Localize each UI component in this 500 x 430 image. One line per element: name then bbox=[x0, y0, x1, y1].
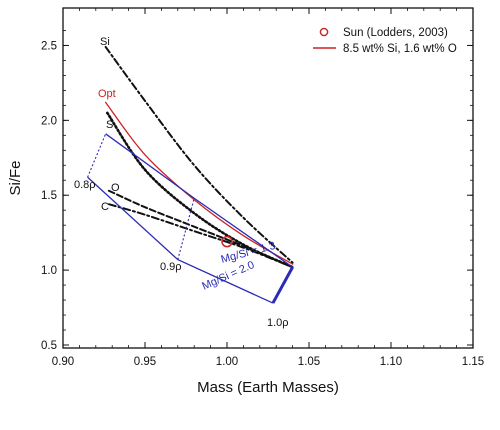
x-tick-label: 0.95 bbox=[134, 356, 156, 368]
y-tick-label: 2.0 bbox=[41, 115, 57, 127]
mgsi-line-1-3 bbox=[105, 133, 293, 268]
opt-curve-label: Opt bbox=[98, 88, 116, 100]
series-line-s bbox=[105, 111, 294, 269]
mgsi-line-2-0 bbox=[87, 176, 274, 304]
o-curve-label: O bbox=[111, 182, 120, 194]
series-line-c bbox=[107, 203, 294, 269]
y-tick-label: 2.5 bbox=[41, 40, 57, 52]
x-tick-label: 1.10 bbox=[380, 356, 402, 368]
y-tick-label: 1.5 bbox=[41, 190, 57, 202]
c-curve-label: C bbox=[101, 201, 109, 213]
x-axis-label: Mass (Earth Masses) bbox=[197, 379, 339, 396]
series-layer bbox=[104, 45, 294, 269]
y-tick-label: 1.0 bbox=[41, 265, 57, 277]
x-tick-label: 1.05 bbox=[298, 356, 320, 368]
mgsi-rho-grid bbox=[87, 133, 294, 304]
series-line-si bbox=[104, 45, 294, 264]
s-curve-label: S bbox=[106, 119, 113, 131]
sun-point-marker bbox=[221, 235, 233, 248]
plot-frame bbox=[62, 7, 474, 349]
rho-0-9-label: 0.9ρ bbox=[160, 261, 182, 273]
y-tick-label: 0.5 bbox=[41, 340, 57, 352]
rho-1-0-label: 1.0ρ bbox=[267, 317, 289, 329]
rho-line-2 bbox=[271, 266, 294, 304]
rho-0-8-label: 0.8ρ bbox=[74, 179, 96, 191]
y-axis-label: Si/Fe bbox=[7, 160, 24, 195]
y-axis-ticks: 0.5 1.0 1.5 2.0 2.5 bbox=[41, 30, 473, 352]
x-tick-label: 0.90 bbox=[52, 356, 74, 368]
legend: Sun (Lodders, 2003) 8.5 wt% Si, 1.6 wt% … bbox=[313, 27, 457, 55]
rho-line-0 bbox=[87, 133, 107, 178]
series-line-opt bbox=[104, 101, 294, 265]
legend-sun-marker bbox=[319, 27, 329, 37]
series-line-o bbox=[107, 189, 294, 269]
x-axis-ticks: 0.90 0.95 1.00 1.05 1.10 1.15 bbox=[52, 8, 484, 368]
rho-line-1 bbox=[177, 198, 195, 260]
si-curve-label: Si bbox=[100, 36, 110, 48]
x-tick-label: 1.15 bbox=[462, 356, 484, 368]
legend-model-label: 8.5 wt% Si, 1.6 wt% O bbox=[343, 43, 457, 55]
legend-sun-label: Sun (Lodders, 2003) bbox=[343, 27, 448, 39]
x-tick-label: 1.00 bbox=[216, 356, 238, 368]
